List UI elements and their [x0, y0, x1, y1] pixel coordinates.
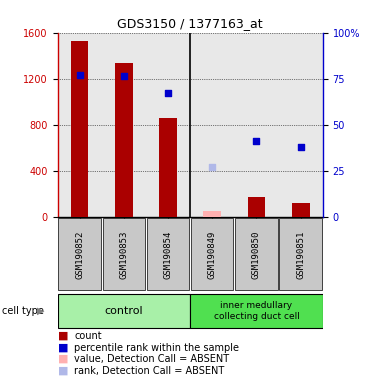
Text: ■: ■: [58, 343, 68, 353]
Point: [77, 72, 83, 78]
Bar: [159, 118, 177, 217]
Text: rank, Detection Call = ABSENT: rank, Detection Call = ABSENT: [74, 366, 224, 376]
Text: GSM190853: GSM190853: [119, 230, 128, 278]
Point: [253, 138, 259, 144]
Bar: [103, 218, 145, 290]
Text: GSM190854: GSM190854: [164, 230, 173, 278]
Text: GSM190851: GSM190851: [296, 230, 305, 278]
Bar: [235, 218, 278, 290]
Text: ■: ■: [58, 366, 68, 376]
Bar: [279, 218, 322, 290]
Point: [298, 144, 303, 150]
Text: control: control: [105, 306, 143, 316]
Point: [121, 73, 127, 79]
Text: inner medullary
collecting duct cell: inner medullary collecting duct cell: [214, 301, 299, 321]
Bar: [115, 63, 133, 217]
Bar: [58, 218, 101, 290]
Bar: [247, 197, 265, 217]
Text: GSM190849: GSM190849: [208, 230, 217, 278]
Text: ■: ■: [58, 354, 68, 364]
Bar: [190, 294, 323, 328]
Text: ■: ■: [58, 331, 68, 341]
Bar: [147, 218, 189, 290]
Text: cell type: cell type: [2, 306, 44, 316]
Bar: [203, 211, 221, 217]
Text: count: count: [74, 331, 102, 341]
Bar: [191, 218, 233, 290]
Text: value, Detection Call = ABSENT: value, Detection Call = ABSENT: [74, 354, 229, 364]
Text: GSM190852: GSM190852: [75, 230, 84, 278]
Point: [209, 164, 215, 170]
Text: GSM190850: GSM190850: [252, 230, 261, 278]
Title: GDS3150 / 1377163_at: GDS3150 / 1377163_at: [117, 17, 263, 30]
Text: percentile rank within the sample: percentile rank within the sample: [74, 343, 239, 353]
Bar: [58, 294, 190, 328]
Bar: [292, 203, 309, 217]
Bar: [71, 41, 88, 217]
Point: [165, 89, 171, 96]
Text: ▶: ▶: [37, 306, 45, 316]
